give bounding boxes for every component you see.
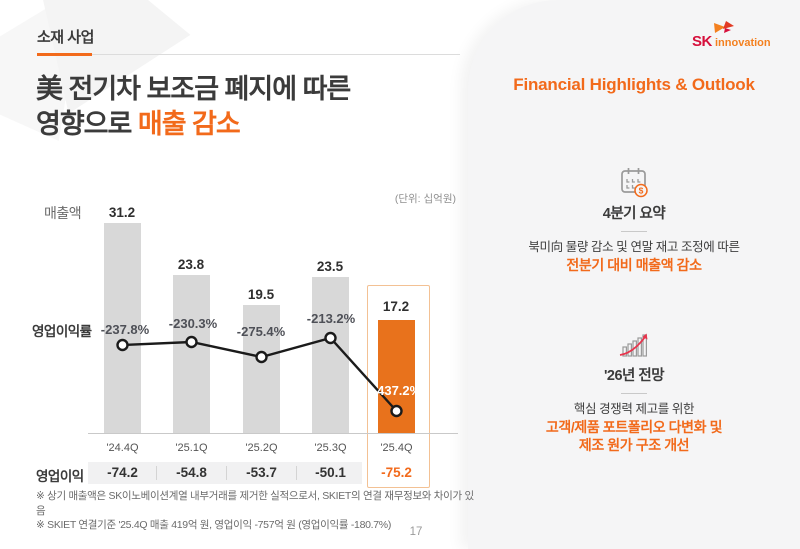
- page-number: 17: [409, 526, 423, 538]
- margin-value: -230.3%: [168, 316, 218, 331]
- footnote-2: ※ SKIET 연결기준 '25.4Q 매출 419억 원, 영업이익 -757…: [36, 519, 392, 531]
- row-divider: [296, 466, 297, 480]
- title-line2-highlight: 매출 감소: [137, 109, 241, 139]
- operating-profit-value: -54.8: [176, 465, 207, 480]
- bar-value: 17.2: [382, 299, 410, 314]
- butterfly-icon: [714, 21, 734, 33]
- bar-value: 19.5: [247, 287, 275, 302]
- operating-profit-value: -53.7: [246, 465, 277, 480]
- bar-25-3q: [312, 277, 349, 433]
- bar-value: 23.8: [177, 257, 205, 272]
- unit-note: (단위: 십억원): [394, 193, 456, 205]
- operating-margin-label: 영업이익률: [32, 324, 92, 339]
- revenue-chart: (단위: 십억원) 매출액 31.2 23.8 19.5 23.5 17.2 영…: [30, 185, 460, 495]
- bar-value: 31.2: [108, 205, 136, 220]
- page-title: 美 전기차 보조금 폐지에 따른 영향으로 매출 감소: [36, 72, 456, 142]
- bar-value: 23.5: [316, 259, 344, 274]
- margin-value: -275.4%: [236, 324, 286, 339]
- revenue-series-label: 매출액: [44, 205, 82, 221]
- title-line2-prefix: 영향으로: [36, 109, 138, 139]
- panel-heading: Financial Highlights & Outlook: [513, 75, 755, 94]
- outlook-title: '26년 전망: [603, 368, 665, 384]
- footnote-1: ※ 상기 매출액은 SK이노베이션계열 내부거래를 제거한 실적으로서, SKI…: [36, 490, 474, 517]
- outlook-section: '26년 전망 핵심 경쟁력 제고를 위한 고객/제품 포트폴리오 다변화 및 …: [478, 328, 790, 454]
- margin-value: -237.8%: [100, 322, 150, 337]
- outlook-body: 핵심 경쟁력 제고를 위한: [573, 402, 695, 416]
- svg-text:$: $: [639, 186, 644, 196]
- row-divider: [156, 466, 157, 480]
- section-label: 소재 사업: [37, 29, 94, 46]
- header-rule: [37, 54, 460, 55]
- operating-profit-value: -50.1: [315, 465, 346, 480]
- margin-value: -213.2%: [306, 311, 356, 326]
- x-tick: '25.3Q: [314, 442, 347, 454]
- title-line1: 美 전기차 보조금 폐지에 따른: [36, 74, 351, 104]
- x-tick: '25.2Q: [245, 442, 278, 454]
- operating-profit-value-highlight: -75.2: [381, 465, 412, 480]
- logo-innovation-text: innovation: [715, 37, 771, 49]
- x-tick: '24.4Q: [106, 442, 139, 454]
- x-axis: [88, 433, 458, 434]
- calendar-dollar-icon: $: [478, 166, 790, 198]
- operating-profit-label: 영업이익: [36, 469, 84, 484]
- divider: [621, 393, 647, 394]
- growth-chart-icon: [478, 328, 790, 360]
- quarter-summary-highlight: 전분기 대비 매출액 감소: [566, 257, 702, 273]
- outlook-highlight-line1: 고객/제품 포트폴리오 다변화 및: [545, 419, 723, 435]
- divider: [621, 231, 647, 232]
- footnotes: ※ 상기 매출액은 SK이노베이션계열 내부거래를 제거한 실적으로서, SKI…: [36, 489, 476, 533]
- margin-value-highlight: -437.2%: [372, 383, 422, 398]
- highlights-panel: SK innovation Financial Highlights & Out…: [468, 0, 800, 549]
- bar-25-1q: [173, 275, 210, 433]
- x-tick: '25.4Q: [380, 442, 413, 454]
- row-divider: [226, 466, 227, 480]
- operating-profit-value: -74.2: [107, 465, 138, 480]
- x-tick: '25.1Q: [175, 442, 208, 454]
- quarter-summary-section: $ 4분기 요약 북미向 물량 감소 및 연말 재고 조정에 따른 전분기 대비…: [478, 166, 790, 274]
- header-rule-accent: [37, 53, 92, 56]
- outlook-highlight-line2: 제조 원가 구조 개선: [578, 437, 690, 453]
- sk-innovation-logo: SK innovation: [692, 20, 771, 50]
- quarter-summary-body: 북미向 물량 감소 및 연말 재고 조정에 따른: [528, 240, 740, 254]
- logo-sk-text: SK: [692, 33, 712, 50]
- quarter-summary-title: 4분기 요약: [602, 206, 666, 222]
